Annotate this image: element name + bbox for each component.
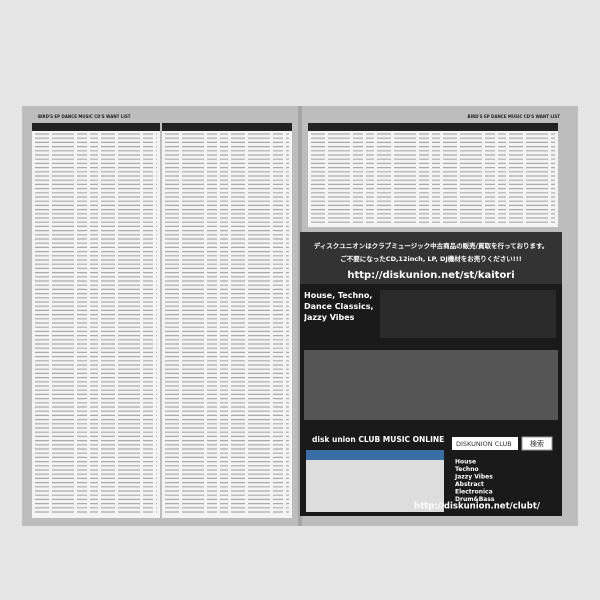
ad-subline: ご不要になったCD,12inch, LP, DJ機材をお売りください!!! [340, 254, 521, 263]
search-button[interactable] [521, 436, 553, 451]
genre-box: House, Techno, Dance Classics, Jazzy Vib… [304, 291, 374, 322]
ad-headline: ディスクユニオンはクラブミュージック中古商品の販売/買取を行っております。 [314, 241, 549, 250]
online-genre: Techno [455, 466, 479, 473]
online-genre: Electronica [455, 489, 493, 496]
online-title: disk union CLUB MUSIC ONLINE [312, 435, 444, 444]
site-bar [306, 450, 444, 460]
store-photos [304, 350, 558, 420]
ad-url: http://diskunion.net/st/kaitori [347, 270, 514, 281]
ad-genres: House, Techno, Dance Classics, Jazzy Vib… [304, 291, 374, 322]
table-head [162, 123, 292, 131]
want-list-tables [32, 123, 558, 518]
search-text: DISKUNION CLUB [456, 440, 512, 448]
online-genre: Jazzy Vibes [454, 474, 493, 481]
table [162, 123, 292, 518]
table [32, 123, 160, 518]
online-url: http://diskunion.net/clubt/ [414, 502, 541, 512]
right-header: BIRD'S EP DANCE MUSIC CD'S WANT LIST [468, 114, 561, 119]
table-head [32, 123, 160, 131]
site-screenshot [306, 450, 444, 512]
ad-text-block [380, 290, 556, 338]
online-genre: Abstract [455, 481, 484, 488]
search-button-label: 検索 [530, 439, 544, 448]
search-field [452, 437, 518, 450]
left-header: BIRD'S EP DANCE MUSIC CD'S WANT LIST [38, 114, 131, 119]
online-genre: House [455, 459, 476, 466]
ad-header [300, 232, 562, 284]
online-genre: Drum&Bass [455, 496, 495, 503]
table-head [308, 123, 558, 131]
